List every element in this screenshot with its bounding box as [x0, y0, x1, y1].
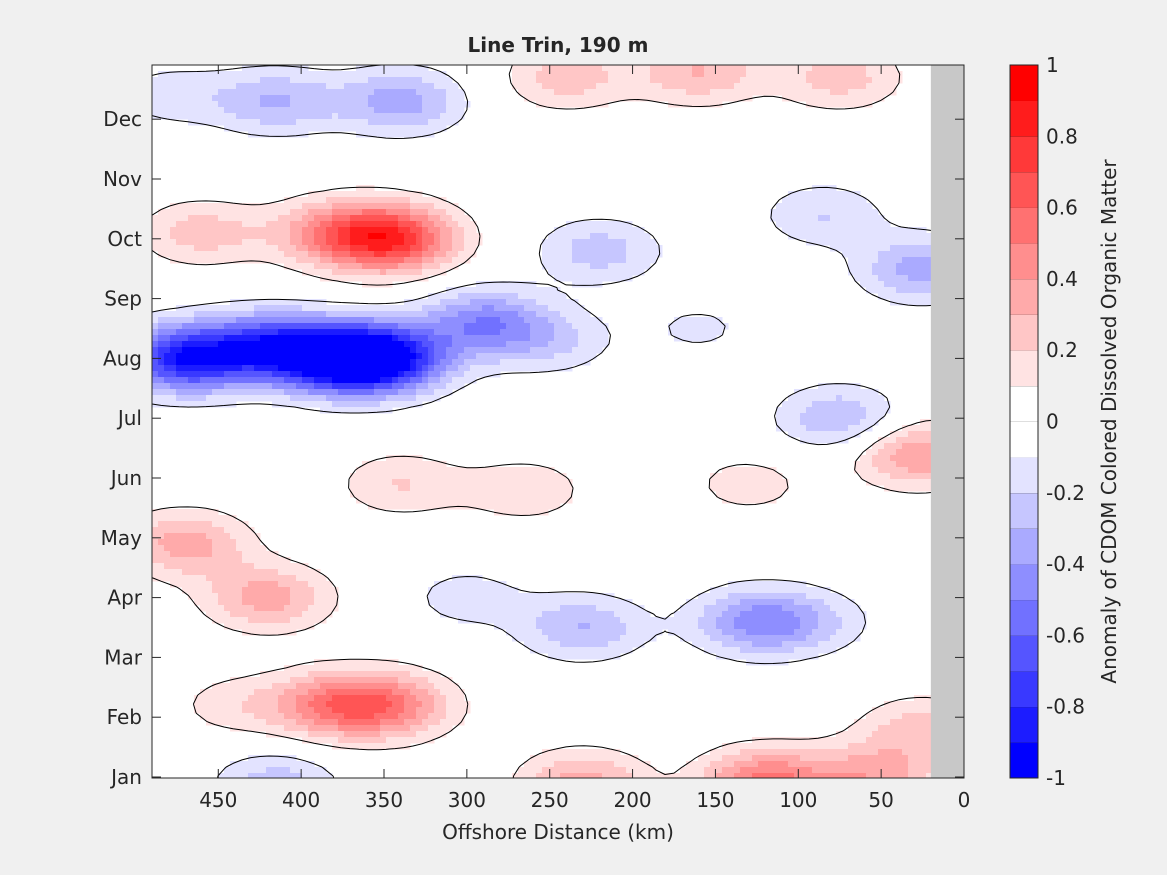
colorbar-frame — [1009, 64, 1039, 779]
x-tick-label: 100 — [779, 788, 817, 812]
colorbar-tick-label: -0.6 — [1046, 623, 1085, 647]
colorbar: 1 0.8 0.6 0.4 0.2 0 -0.2 -0.4 -0.6 -0.8 -1 — [1009, 53, 1085, 790]
colorbar-tick-label: -1 — [1046, 766, 1066, 790]
colorbar-swatch — [1010, 136, 1038, 173]
y-axis: Jan Feb Mar Apr May Jun Jul Aug Sep Oct Nov Dec — [101, 107, 964, 789]
x-tick-label: 150 — [696, 788, 734, 812]
colorbar-swatch — [1010, 564, 1038, 601]
colorbar-swatch — [1010, 528, 1038, 565]
x-tick-label: 300 — [448, 788, 486, 812]
zero-contour-lines — [152, 65, 964, 778]
colorbar-tick-label: 0.6 — [1046, 196, 1078, 220]
colorbar-swatch — [1010, 171, 1038, 208]
colorbar-swatch — [1010, 492, 1038, 529]
colorbar-swatch — [1010, 65, 1038, 101]
colorbar-swatch — [1010, 350, 1038, 387]
plot-frame — [151, 64, 965, 779]
chart-title: Line Trin, 190 m — [468, 33, 649, 57]
y-tick-label: Nov — [103, 167, 142, 191]
colorbar-tick-label: 1 — [1046, 53, 1059, 77]
colorbar-tick-label: -0.8 — [1046, 695, 1085, 719]
colorbar-tick-label: 0.8 — [1046, 124, 1078, 148]
x-tick-label: 200 — [613, 788, 651, 812]
colorbar-swatch — [1010, 100, 1038, 137]
colorbar-swatch — [1010, 599, 1038, 636]
x-axis-label: Offshore Distance (km) — [442, 820, 674, 844]
colorbar-tick-label: -0.2 — [1046, 481, 1085, 505]
x-tick-label: 250 — [531, 788, 569, 812]
colorbar-swatch — [1010, 385, 1038, 422]
y-tick-label: May — [101, 526, 143, 550]
no-data-region — [930, 65, 964, 778]
colorbar-swatch — [1010, 314, 1038, 351]
x-tick-label: 350 — [365, 788, 403, 812]
colorbar-swatch — [1010, 207, 1038, 244]
colorbar-swatch — [1010, 671, 1038, 707]
y-tick-label: Jan — [109, 765, 142, 789]
colorbar-swatch — [1010, 635, 1038, 672]
x-tick-label: 400 — [282, 788, 320, 812]
colorbar-tick-label: 0.4 — [1046, 267, 1078, 291]
x-tick-label: 450 — [199, 788, 237, 812]
colorbar-tick-label: 0 — [1046, 410, 1059, 434]
colorbar-tick-label: 0.2 — [1046, 338, 1078, 362]
colorbar-swatch — [1010, 243, 1038, 280]
zero-contour — [152, 65, 964, 778]
y-tick-label: Sep — [104, 287, 142, 311]
y-tick-label: Apr — [107, 586, 142, 610]
colorbar-swatch — [1010, 457, 1038, 494]
colorbar-label: Anomaly of CDOM Colored Dissolved Organi… — [1097, 159, 1121, 684]
y-tick-label: Oct — [107, 227, 142, 251]
colorbar-swatch — [1010, 421, 1038, 458]
colorbar-swatch — [1010, 742, 1038, 779]
colorbar-tick-label: -0.4 — [1046, 552, 1085, 576]
x-tick-label: 50 — [868, 788, 893, 812]
y-tick-label: Feb — [107, 705, 142, 729]
y-tick-label: Mar — [104, 645, 143, 669]
colorbar-swatch — [1010, 706, 1038, 743]
x-tick-label: 0 — [958, 788, 971, 812]
colorbar-swatch — [1010, 278, 1038, 315]
y-tick-label: Aug — [103, 346, 142, 370]
x-axis: 450 400 350 300 250 200 150 100 50 0 — [199, 65, 970, 812]
y-tick-label: Dec — [103, 107, 142, 131]
y-tick-label: Jun — [109, 466, 142, 490]
y-tick-label: Jul — [116, 406, 142, 430]
